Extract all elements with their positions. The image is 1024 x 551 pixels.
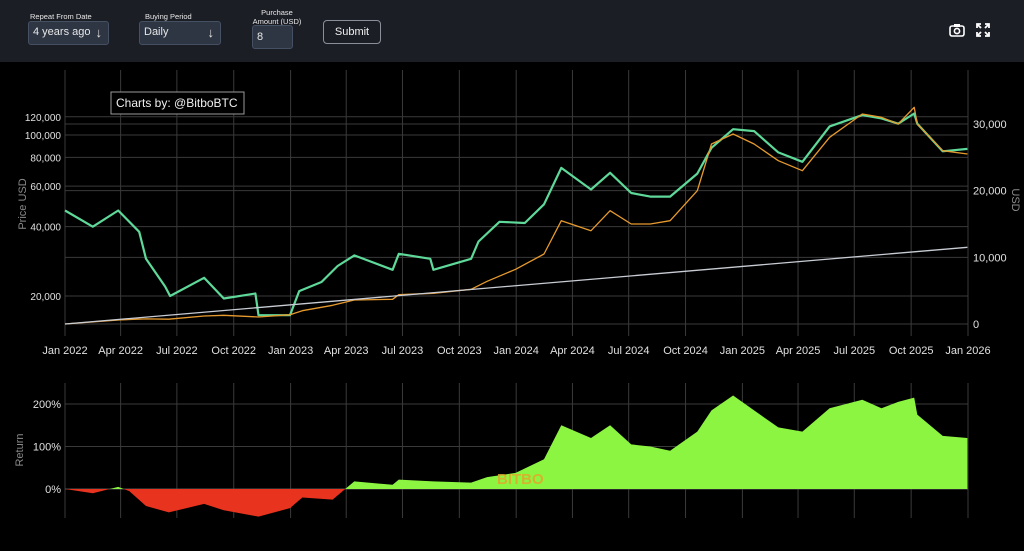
x-tick-label: Jul 2022 (156, 345, 198, 357)
return-area (65, 395, 968, 517)
positive-return-area (65, 395, 968, 489)
period-value: Daily (144, 26, 169, 38)
value-series-line (64, 106, 968, 325)
amount-label-line1: Purchase (261, 8, 293, 17)
y-tick-label: 120,000 (25, 113, 62, 124)
period-select[interactable]: Daily ↓ (139, 21, 221, 45)
fullscreen-icon[interactable] (976, 23, 990, 40)
price-lines (64, 106, 968, 325)
x-tick-label: Jan 2022 (42, 345, 87, 357)
submit-button[interactable]: Submit (323, 20, 381, 44)
x-tick-label: Oct 2025 (889, 345, 934, 357)
repeat-select[interactable]: 4 years ago ↓ (28, 21, 109, 45)
x-tick-label: Apr 2023 (324, 345, 369, 357)
y-axis-title: Price USD (17, 178, 29, 229)
y-tick-label: 20,000 (30, 292, 61, 303)
x-tick-label: Jan 2026 (945, 345, 990, 357)
x-tick-label: Jan 2024 (494, 345, 539, 357)
x-tick-label: Oct 2023 (437, 345, 482, 357)
y2-tick-label: 30,000 (973, 119, 1007, 131)
y-tick-label: 80,000 (30, 153, 61, 164)
bitbo-watermark: BITBO (497, 471, 544, 488)
control-bar: Repeat From Date 4 years ago ↓ Buying Pe… (0, 0, 1024, 62)
return-axis-title: Return (14, 433, 26, 466)
annotation-text: Charts by: @BitboBTC (116, 96, 238, 110)
x-tick-label: Jan 2023 (268, 345, 313, 357)
y-tick-label: 40,000 (30, 223, 61, 234)
x-tick-label: Jul 2024 (608, 345, 650, 357)
y2-tick-label: 20,000 (973, 186, 1007, 198)
y2-tick-label: 10,000 (973, 252, 1007, 264)
axis-labels: Jan 2022 Apr 2022 Jul 2022 Oct 2022 Jan 2023… (25, 113, 1007, 496)
price-series-line (64, 112, 968, 317)
invested-series-line (64, 246, 968, 325)
repeat-value: 4 years ago (33, 26, 91, 38)
y2-tick-label: 0 (973, 319, 979, 331)
y-tick-label: 100,000 (25, 131, 62, 142)
amount-input[interactable]: 8 (252, 25, 293, 49)
x-tick-label: Jul 2023 (382, 345, 424, 357)
arrow-down-icon: ↓ (207, 25, 215, 40)
return-tick-label: 0% (45, 484, 61, 496)
x-tick-label: Apr 2025 (776, 345, 821, 357)
x-tick-label: Apr 2022 (98, 345, 143, 357)
return-tick-label: 100% (33, 442, 61, 454)
negative-return-area (65, 489, 968, 517)
x-tick-label: Oct 2022 (211, 345, 256, 357)
annotation-box: Charts by: @BitboBTC (110, 91, 245, 115)
return-tick-label: 200% (33, 399, 61, 411)
y-tick-label: 60,000 (30, 182, 61, 193)
amount-label: Purchase Amount (USD) (247, 8, 307, 26)
amount-label-line2: Amount (USD) (252, 17, 302, 26)
period-label: Buying Period (145, 12, 192, 21)
y2-axis-title: USD (1009, 188, 1021, 211)
x-tick-label: Jul 2025 (833, 345, 875, 357)
camera-icon[interactable] (949, 23, 965, 40)
x-tick-label: Apr 2024 (550, 345, 595, 357)
x-tick-label: Oct 2024 (663, 345, 708, 357)
repeat-label: Repeat From Date (30, 12, 92, 21)
x-tick-label: Jan 2025 (720, 345, 765, 357)
arrow-down-icon: ↓ (95, 25, 103, 40)
